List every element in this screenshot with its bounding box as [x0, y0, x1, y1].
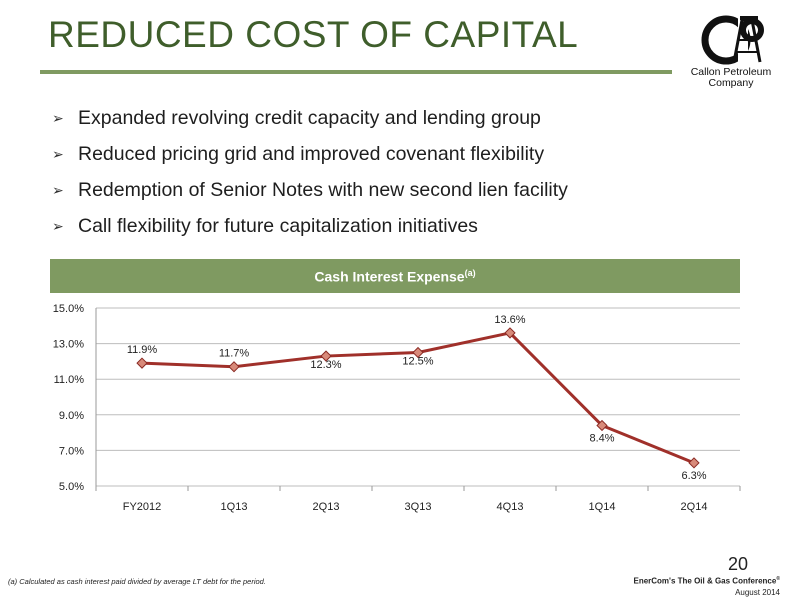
data-point: [504, 327, 516, 339]
x-tick-label: 1Q14: [589, 501, 616, 513]
x-tick-label: 1Q13: [221, 501, 248, 513]
bullet-item: ➢ Reduced pricing grid and improved coven…: [50, 136, 568, 172]
arrow-bullet-icon: ➢: [52, 110, 64, 126]
bullet-list: ➢ Expanded revolving credit capacity and …: [50, 100, 568, 244]
data-label: 6.3%: [681, 470, 706, 482]
data-label: 12.3%: [310, 359, 341, 371]
data-point: [136, 357, 148, 369]
y-tick-label: 13.0%: [53, 339, 84, 351]
y-tick-label: 11.0%: [54, 374, 85, 386]
y-tick-label: 5.0%: [59, 481, 84, 493]
conference-date: August 2014: [735, 588, 780, 597]
x-tick-label: 4Q13: [497, 501, 524, 513]
x-tick-label: 2Q13: [313, 501, 340, 513]
company-logo: Callon Petroleum Company: [676, 10, 786, 92]
data-point: [320, 350, 332, 362]
x-tick-label: 3Q13: [405, 501, 432, 513]
data-point: [688, 457, 700, 469]
conference-text: EnerCom's The Oil & Gas Conference: [633, 576, 777, 586]
title-underline: [40, 70, 672, 74]
bullet-item: ➢ Call flexibility for future capitalizat…: [50, 208, 568, 244]
y-tick-label: 7.0%: [59, 445, 84, 457]
derrick-cp-logo-icon: [701, 15, 764, 65]
y-tick-label: 9.0%: [59, 410, 84, 422]
x-tick-label: FY2012: [123, 501, 162, 513]
data-label: 11.9%: [127, 344, 158, 356]
arrow-bullet-icon: ➢: [52, 146, 64, 162]
conference-name: EnerCom's The Oil & Gas Conference®: [633, 576, 780, 586]
data-point: [596, 419, 608, 432]
arrow-bullet-icon: ➢: [52, 182, 64, 198]
bullet-item: ➢ Expanded revolving credit capacity and …: [50, 100, 568, 136]
slide-title: REDUCED COST OF CAPITAL: [48, 14, 579, 55]
bullet-text: Reduced pricing grid and improved covena…: [78, 143, 545, 165]
logo-text-line1: Callon Petroleum: [690, 66, 772, 78]
chart-header-band: Cash Interest Expense(a): [50, 259, 740, 293]
logo-text-line2: Company: [708, 77, 754, 89]
data-label: 12.5%: [402, 356, 433, 368]
arrow-bullet-icon: ➢: [52, 218, 64, 234]
chart-title-superscript: (a): [464, 268, 476, 278]
data-label: 13.6%: [494, 314, 525, 326]
bullet-text: Redemption of Senior Notes with new seco…: [78, 179, 568, 201]
data-label: 11.7%: [219, 348, 250, 360]
data-point: [412, 346, 424, 359]
chart-title-text: Cash Interest Expense: [314, 268, 465, 285]
registered-mark: ®: [776, 576, 780, 582]
bullet-item: ➢ Redemption of Senior Notes with new sec…: [50, 172, 568, 208]
bullet-text: Call flexibility for future capitalizati…: [78, 215, 478, 237]
data-label: 8.4%: [589, 432, 614, 444]
footnote: (a) Calculated as cash interest paid div…: [8, 577, 266, 586]
chart-title: Cash Interest Expense(a): [50, 268, 740, 285]
y-tick-label: 15.0%: [53, 303, 84, 315]
x-tick-label: 2Q14: [681, 501, 708, 513]
bullet-text: Expanded revolving credit capacity and l…: [78, 107, 541, 129]
data-point: [228, 361, 240, 373]
page-number: 20: [727, 554, 748, 574]
